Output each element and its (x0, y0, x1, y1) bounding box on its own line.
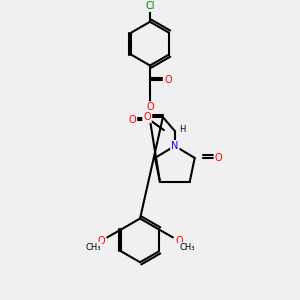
Text: O: O (128, 115, 136, 125)
Text: O: O (98, 236, 105, 246)
Text: H: H (180, 124, 186, 134)
Text: N: N (171, 141, 178, 151)
Text: O: O (175, 236, 183, 246)
Text: CH₃: CH₃ (85, 243, 101, 252)
Text: Cl: Cl (145, 1, 155, 11)
Text: O: O (146, 102, 154, 112)
Text: O: O (164, 75, 172, 85)
Text: O: O (143, 112, 151, 122)
Text: O: O (215, 153, 222, 163)
Text: CH₃: CH₃ (179, 243, 195, 252)
